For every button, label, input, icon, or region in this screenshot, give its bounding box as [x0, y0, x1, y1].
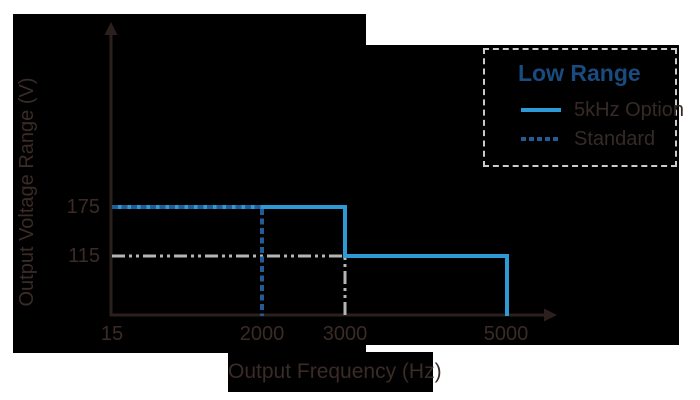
- y-tick-175: 175: [66, 196, 100, 218]
- series-layer: [112, 205, 509, 316]
- background-block-xlabel: [228, 352, 433, 392]
- y-axis-title: Output Voltage Range (V): [16, 77, 38, 307]
- legend-label-5khz-option: 5kHz Option: [574, 99, 685, 121]
- legend-title: Low Range: [518, 60, 641, 86]
- dashed-line-sample-icon: [521, 137, 561, 141]
- legend: Low Range 5kHz Option Standard: [483, 48, 684, 167]
- background-block-right: [365, 45, 679, 345]
- y-axis: [104, 22, 118, 316]
- y-axis-arrow-icon: [104, 22, 118, 35]
- x-tick-3000: 3000: [322, 323, 368, 345]
- series-115v-level-line: [112, 254, 347, 316]
- x-tick-5000: 5000: [483, 323, 529, 345]
- x-axis-title: Output Frequency (Hz): [228, 360, 442, 383]
- x-axis-arrow-icon: [544, 308, 557, 322]
- series-standard: [112, 205, 264, 316]
- x-axis: [110, 308, 557, 322]
- series-5khz-option: [112, 205, 509, 316]
- solid-line-sample-icon: [521, 108, 561, 112]
- x-tick-2000: 2000: [239, 323, 285, 345]
- legend-label-standard: Standard: [574, 128, 656, 150]
- legend-item-5khz-option: 5kHz Option: [485, 99, 684, 121]
- y-tick-115: 115: [68, 245, 100, 267]
- background-block-left: [13, 14, 366, 353]
- legend-item-standard: Standard: [485, 128, 675, 150]
- x-tick-15: 15: [100, 323, 124, 345]
